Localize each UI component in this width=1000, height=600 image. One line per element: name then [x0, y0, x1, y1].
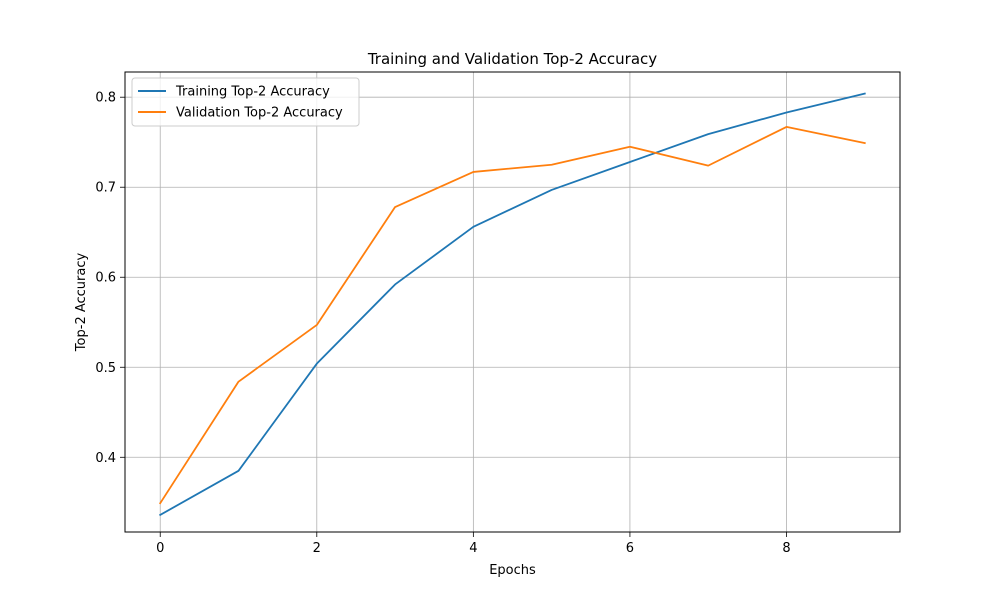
legend-label-training: Training Top-2 Accuracy	[175, 85, 330, 100]
y-tick-label: 0.5	[95, 361, 116, 376]
series-lines	[158, 92, 866, 517]
legend-label-validation: Validation Top-2 Accuracy	[176, 106, 343, 121]
y-tick-label: 0.8	[95, 91, 116, 106]
x-tick-label: 0	[156, 541, 164, 556]
x-axis-label: Epochs	[489, 563, 536, 578]
y-tick-label: 0.4	[95, 451, 116, 466]
legend-box	[131, 77, 360, 127]
chart-title: Training and Validation Top-2 Accuracy	[367, 50, 657, 68]
x-tick-label: 4	[469, 541, 477, 556]
series-line-training	[159, 92, 866, 517]
x-tick-label: 6	[626, 541, 634, 556]
axis-ticks: 0 2 4 6 8 0.4 0.5 0.6 0.7 0.8	[95, 91, 790, 556]
y-axis-label: Top-2 Accuracy	[74, 253, 89, 353]
y-tick-label: 0.6	[95, 271, 116, 286]
x-tick-label: 2	[313, 541, 321, 556]
y-tick-label: 0.7	[95, 181, 116, 196]
series-line-validation	[158, 126, 866, 505]
plot-area-frame	[124, 71, 901, 533]
legend: Training Top-2 Accuracy Validation Top-2…	[131, 77, 360, 127]
grid	[125, 72, 900, 532]
x-tick-label: 8	[782, 541, 790, 556]
